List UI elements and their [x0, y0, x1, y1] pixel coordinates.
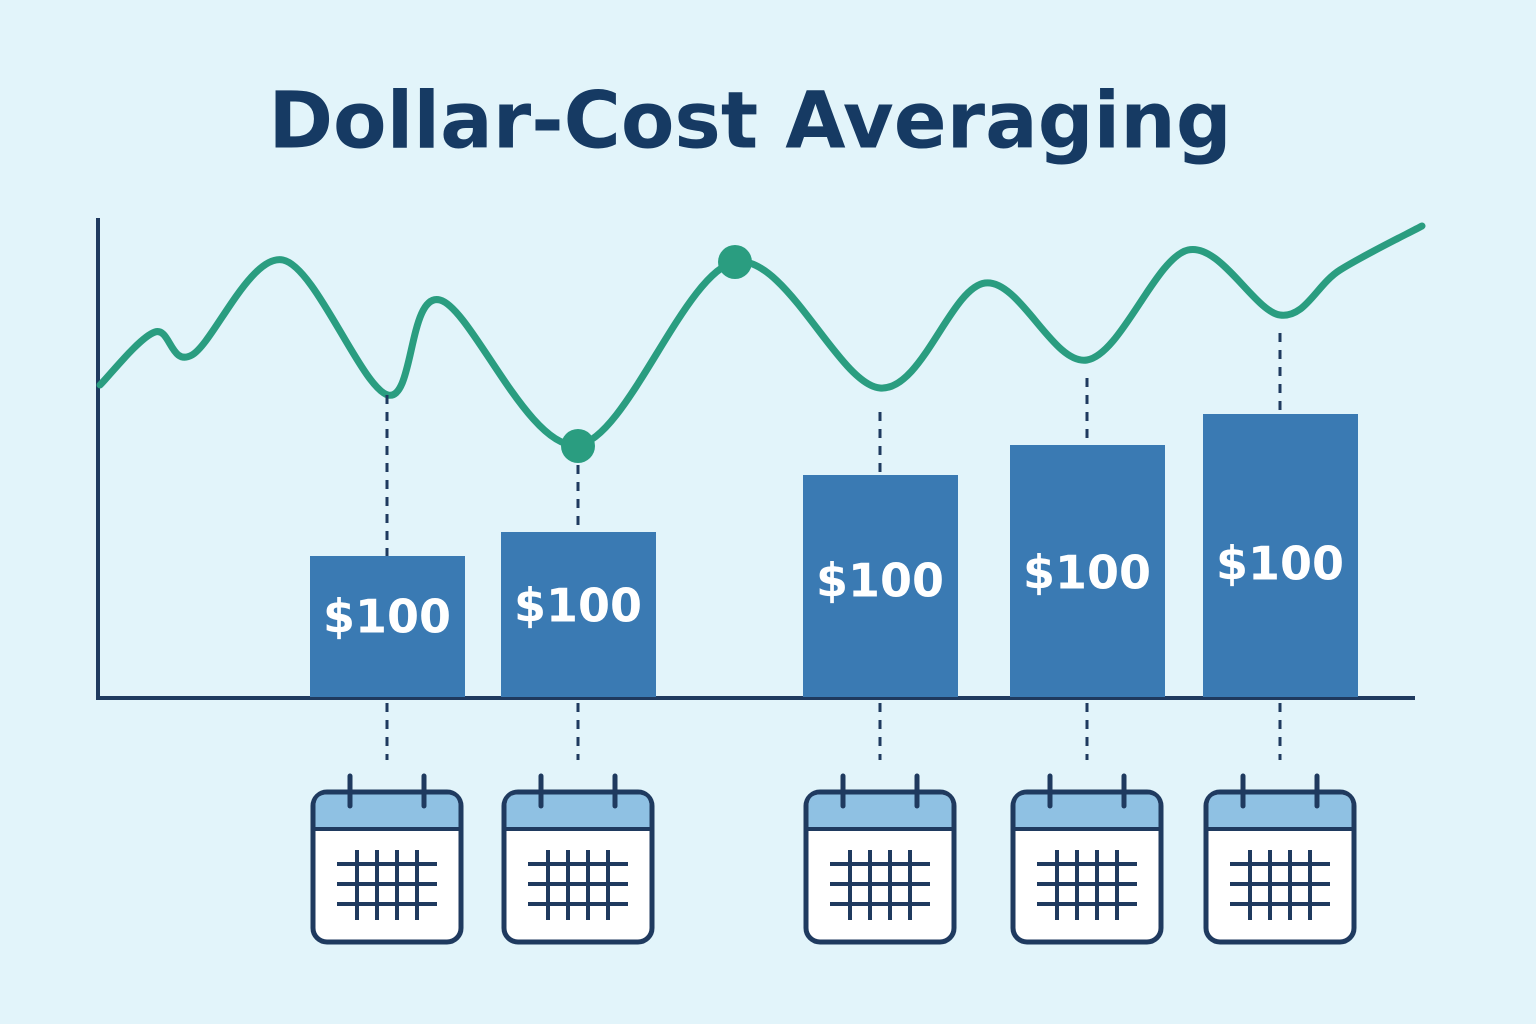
investment-bar: [803, 475, 958, 697]
calendar-icon: [803, 773, 957, 945]
high-point: [718, 245, 752, 279]
bar-label: $100: [816, 554, 944, 608]
calendar-header: [1208, 794, 1352, 828]
calendar-header: [808, 794, 952, 828]
calendar-icon: [310, 773, 464, 945]
bar-label: $100: [1023, 546, 1151, 600]
bar-label: $100: [323, 590, 451, 644]
calendar-header: [1015, 794, 1159, 828]
investment-bar: [310, 556, 465, 697]
title: Dollar-Cost Averaging: [268, 76, 1231, 166]
calendar-icon: [501, 773, 655, 945]
calendar-icon: [1010, 773, 1164, 945]
calendar-header: [315, 794, 459, 828]
investment-bar: [501, 532, 656, 697]
investment-bar: [1203, 414, 1358, 697]
bar-label: $100: [514, 579, 642, 633]
low-point: [561, 429, 595, 463]
calendar-header: [506, 794, 650, 828]
calendar-icon: [1203, 773, 1357, 945]
investment-bar: [1010, 445, 1165, 697]
bar-label: $100: [1216, 537, 1344, 591]
content: $100 $100 $100 $100 $100: [96, 222, 1426, 945]
